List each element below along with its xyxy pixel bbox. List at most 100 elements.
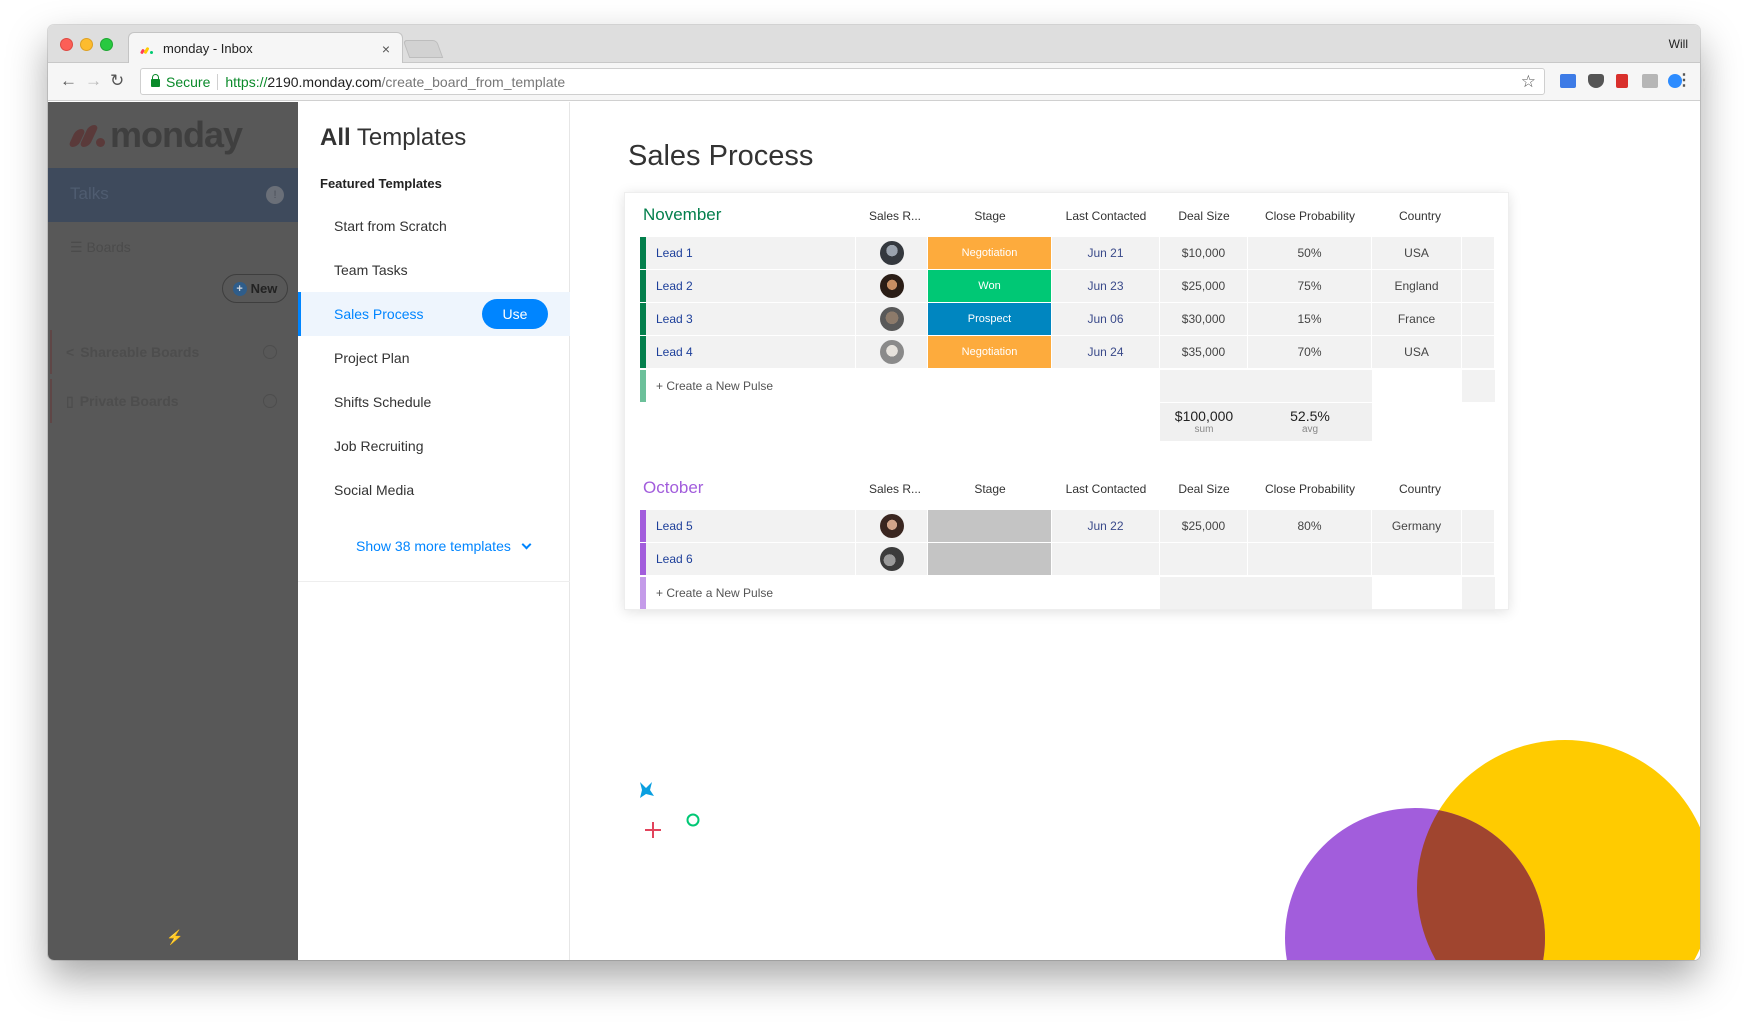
table-row[interactable]: Lead 6	[640, 543, 1495, 575]
last-contacted-cell[interactable]: Jun 24	[1052, 336, 1160, 368]
minimize-window-button[interactable]	[80, 38, 93, 51]
last-contacted-cell[interactable]: Jun 21	[1052, 237, 1160, 269]
bolt-icon[interactable]: ⚡	[166, 929, 184, 945]
shareable-boards-label: Shareable Boards	[80, 344, 200, 360]
create-pulse-row[interactable]: + Create a New Pulse	[640, 370, 1495, 402]
extension-zoom-icon[interactable]	[1668, 74, 1682, 88]
template-social-media[interactable]: Social Media	[298, 468, 570, 512]
featured-templates-label: Featured Templates	[320, 176, 442, 191]
browser-menu-icon[interactable]: ⋮	[1676, 72, 1692, 89]
template-preview: Sales Process November Sales R... Stage …	[570, 102, 1700, 960]
templates-title-rest: Templates	[356, 124, 467, 151]
private-boards-label: Private Boards	[79, 393, 179, 409]
stage-status[interactable]: Prospect	[928, 303, 1052, 335]
use-template-button[interactable]: Use	[482, 299, 548, 329]
table-row[interactable]: Lead 2 Won Jun 23 $25,000 75% England	[640, 270, 1495, 302]
last-contacted-cell[interactable]: Jun 22	[1052, 510, 1160, 542]
template-job-recruiting[interactable]: Job Recruiting	[298, 424, 570, 468]
extension-pocket-icon[interactable]	[1588, 74, 1604, 88]
template-team-tasks[interactable]: Team Tasks	[298, 248, 570, 292]
sales-rep-cell[interactable]	[856, 336, 928, 368]
extension-bookmark-icon[interactable]	[1616, 74, 1628, 88]
create-pulse-label[interactable]: + Create a New Pulse	[656, 586, 774, 600]
pulse-name[interactable]: Lead 3	[646, 303, 856, 335]
stage-status[interactable]	[928, 510, 1052, 542]
close-probability-cell[interactable]: 50%	[1248, 237, 1372, 269]
group-color-bar	[640, 336, 646, 368]
table-row[interactable]: Lead 5 Jun 22 $25,000 80% Germany	[640, 510, 1495, 542]
new-board-button[interactable]: + New	[222, 274, 288, 303]
sales-rep-cell[interactable]	[856, 237, 928, 269]
stage-status[interactable]: Negotiation	[928, 237, 1052, 269]
show-more-label: Show 38 more templates	[356, 538, 511, 554]
last-contacted-cell[interactable]	[1052, 543, 1160, 575]
logo-text: monday	[110, 114, 243, 155]
deal-size-cell[interactable]: $25,000	[1160, 270, 1248, 302]
deal-size-cell[interactable]: $30,000	[1160, 303, 1248, 335]
country-cell[interactable]: USA	[1372, 237, 1462, 269]
template-shifts-schedule[interactable]: Shifts Schedule	[298, 380, 570, 424]
stage-status[interactable]: Negotiation	[928, 336, 1052, 368]
new-tab-button[interactable]	[402, 40, 444, 58]
create-pulse-label[interactable]: + Create a New Pulse	[656, 379, 774, 393]
stage-status[interactable]: Won	[928, 270, 1052, 302]
forward-arrow-icon[interactable]: →	[85, 71, 102, 90]
tab-close-icon[interactable]: ×	[381, 40, 390, 57]
table-row[interactable]: Lead 1 Negotiation Jun 21 $10,000 50% US…	[640, 237, 1495, 269]
info-icon[interactable]	[263, 394, 277, 408]
show-more-templates-link[interactable]: Show 38 more templates	[356, 538, 532, 554]
template-start-from-scratch[interactable]: Start from Scratch	[298, 204, 570, 248]
last-contacted-cell[interactable]: Jun 06	[1052, 303, 1160, 335]
pulse-name[interactable]: Lead 5	[646, 510, 856, 542]
country-cell[interactable]: France	[1372, 303, 1462, 335]
close-probability-cell[interactable]: 80%	[1248, 510, 1372, 542]
deal-size-cell[interactable]	[1160, 543, 1248, 575]
pulse-name[interactable]: Lead 6	[646, 543, 856, 575]
extension-calendar-icon[interactable]	[1560, 74, 1576, 88]
monday-favicon-icon	[139, 44, 155, 54]
info-icon[interactable]	[263, 345, 277, 359]
sales-rep-cell[interactable]	[856, 303, 928, 335]
deal-size-cell[interactable]: $10,000	[1160, 237, 1248, 269]
close-probability-cell[interactable]: 15%	[1248, 303, 1372, 335]
template-sales-process[interactable]: Sales Process Use	[298, 292, 570, 336]
private-boards-section[interactable]: ▯ Private Boards	[50, 379, 285, 423]
deal-size-cell[interactable]: $35,000	[1160, 336, 1248, 368]
create-pulse-row[interactable]: + Create a New Pulse	[640, 577, 1495, 609]
extension-gray-icon[interactable]	[1642, 74, 1658, 88]
pulse-name[interactable]: Lead 2	[646, 270, 856, 302]
country-cell[interactable]	[1372, 543, 1462, 575]
country-cell[interactable]: USA	[1372, 336, 1462, 368]
close-probability-cell[interactable]	[1248, 543, 1372, 575]
sales-rep-cell[interactable]	[856, 270, 928, 302]
template-project-plan[interactable]: Project Plan	[298, 336, 570, 380]
pulse-name[interactable]: Lead 4	[646, 336, 856, 368]
close-probability-cell[interactable]: 70%	[1248, 336, 1372, 368]
close-window-button[interactable]	[60, 38, 73, 51]
sales-rep-cell[interactable]	[856, 543, 928, 575]
shareable-boards-section[interactable]: < Shareable Boards	[50, 330, 285, 374]
browser-tab[interactable]: monday - Inbox ×	[128, 32, 403, 64]
group-color-bar	[640, 303, 646, 335]
bookmark-star-icon[interactable]: ☆	[1520, 72, 1536, 91]
close-probability-cell[interactable]: 75%	[1248, 270, 1372, 302]
template-label: Team Tasks	[334, 262, 408, 278]
country-cell[interactable]: England	[1372, 270, 1462, 302]
group-color-bar	[640, 577, 646, 609]
sales-rep-cell[interactable]	[856, 510, 928, 542]
table-row[interactable]: Lead 3 Prospect Jun 06 $30,000 15% Franc…	[640, 303, 1495, 335]
stage-status[interactable]	[928, 543, 1052, 575]
profile-name[interactable]: Will	[1668, 37, 1688, 51]
table-row[interactable]: Lead 4 Negotiation Jun 24 $35,000 70% US…	[640, 336, 1495, 368]
boards-header: ☰ Boards	[70, 239, 131, 256]
browser-window: monday - Inbox × Will ← → ↻ Secure https…	[48, 25, 1700, 960]
talks-nav-item[interactable]: Talks !	[48, 168, 298, 222]
maximize-window-button[interactable]	[100, 38, 113, 51]
pulse-name[interactable]: Lead 1	[646, 237, 856, 269]
reload-icon[interactable]: ↻	[110, 71, 125, 90]
last-contacted-cell[interactable]: Jun 23	[1052, 270, 1160, 302]
address-bar[interactable]: Secure https:// 2190.monday.com /create_…	[140, 68, 1545, 95]
back-arrow-icon[interactable]: ←	[60, 71, 77, 90]
country-cell[interactable]: Germany	[1372, 510, 1462, 542]
deal-size-cell[interactable]: $25,000	[1160, 510, 1248, 542]
